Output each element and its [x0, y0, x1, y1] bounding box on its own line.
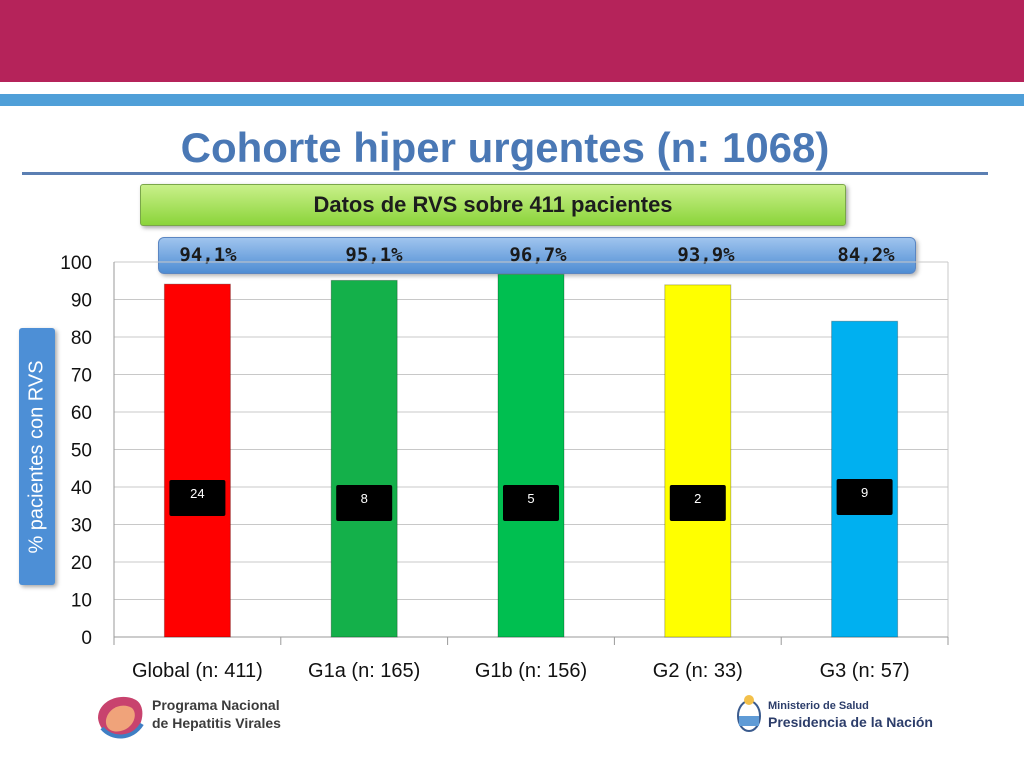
ministry-name: Ministerio de Salud	[768, 700, 869, 712]
ministry-logo: Ministerio de Salud Presidencia de la Na…	[734, 692, 974, 742]
subtitle-box: Datos de RVS sobre 411 pacientes	[140, 184, 846, 226]
percentage-g3: 84,2%	[837, 244, 895, 266]
y-axis-label: % pacientes con RVS	[25, 359, 48, 554]
presidency-name: Presidencia de la Nación	[768, 714, 933, 730]
title-underline	[22, 172, 988, 175]
y-tick-label-0: 0	[81, 628, 92, 649]
bar-label-box-3	[669, 485, 726, 521]
bar-0	[163, 283, 231, 638]
y-tick-label-20: 20	[71, 553, 92, 574]
y-tick-label-50: 50	[71, 441, 92, 462]
bar-label-box-0	[169, 480, 226, 516]
bar-2	[497, 273, 565, 638]
y-tick-label-70: 70	[71, 366, 92, 387]
bar-3	[664, 284, 732, 638]
subtitle-text: Datos de RVS sobre 411 pacientes	[313, 192, 673, 217]
bar-label-1: 8	[361, 491, 368, 506]
bar-label-4: 9	[861, 485, 868, 500]
y-tick-label-40: 40	[71, 478, 92, 499]
program-name-line1: Programa Nacional	[152, 697, 280, 713]
y-tick-label-60: 60	[71, 403, 92, 424]
x-tick-label-1: G1a (n: 165)	[308, 660, 420, 682]
bar-label-2: 5	[527, 491, 534, 506]
y-axis-label-box: % pacientes con RVS	[19, 328, 55, 585]
y-tick-label-30: 30	[71, 516, 92, 537]
coat-of-arms-icon	[737, 695, 761, 732]
program-logo-icon	[98, 696, 144, 739]
program-name-line2: de Hepatitis Virales	[152, 715, 281, 731]
bar-1	[330, 279, 398, 638]
y-tick-label-100: 100	[60, 253, 92, 274]
bar-label-0: 24	[190, 486, 204, 501]
percentage-g1b: 96,7%	[509, 244, 567, 266]
percentage-g1a: 95,1%	[345, 244, 403, 266]
page-title: Cohorte hiper urgentes (n: 1068)	[180, 124, 830, 171]
x-tick-label-0: Global (n: 411)	[132, 660, 263, 682]
bar-label-box-4	[836, 479, 893, 515]
program-logo: Programa Nacional de Hepatitis Virales	[92, 690, 292, 746]
percentage-g2: 93,9%	[677, 244, 735, 266]
bar-label-box-1	[336, 485, 393, 521]
y-tick-label-90: 90	[71, 291, 92, 312]
y-tick-label-10: 10	[71, 591, 92, 612]
bar-label-box-2	[503, 485, 559, 521]
header-band	[0, 0, 1024, 82]
x-tick-label-2: G1b (n: 156)	[475, 660, 587, 682]
x-tick-label-3: G2 (n: 33)	[653, 660, 743, 682]
header-stripe	[0, 94, 1024, 106]
bar-label-3: 2	[694, 491, 701, 506]
x-tick-label-4: G3 (n: 57)	[820, 660, 910, 682]
percentage-global: 94,1%	[179, 244, 237, 266]
percentage-box: 94,1% 95,1% 96,7% 93,9% 84,2%	[158, 237, 916, 274]
y-tick-label-80: 80	[71, 328, 92, 349]
